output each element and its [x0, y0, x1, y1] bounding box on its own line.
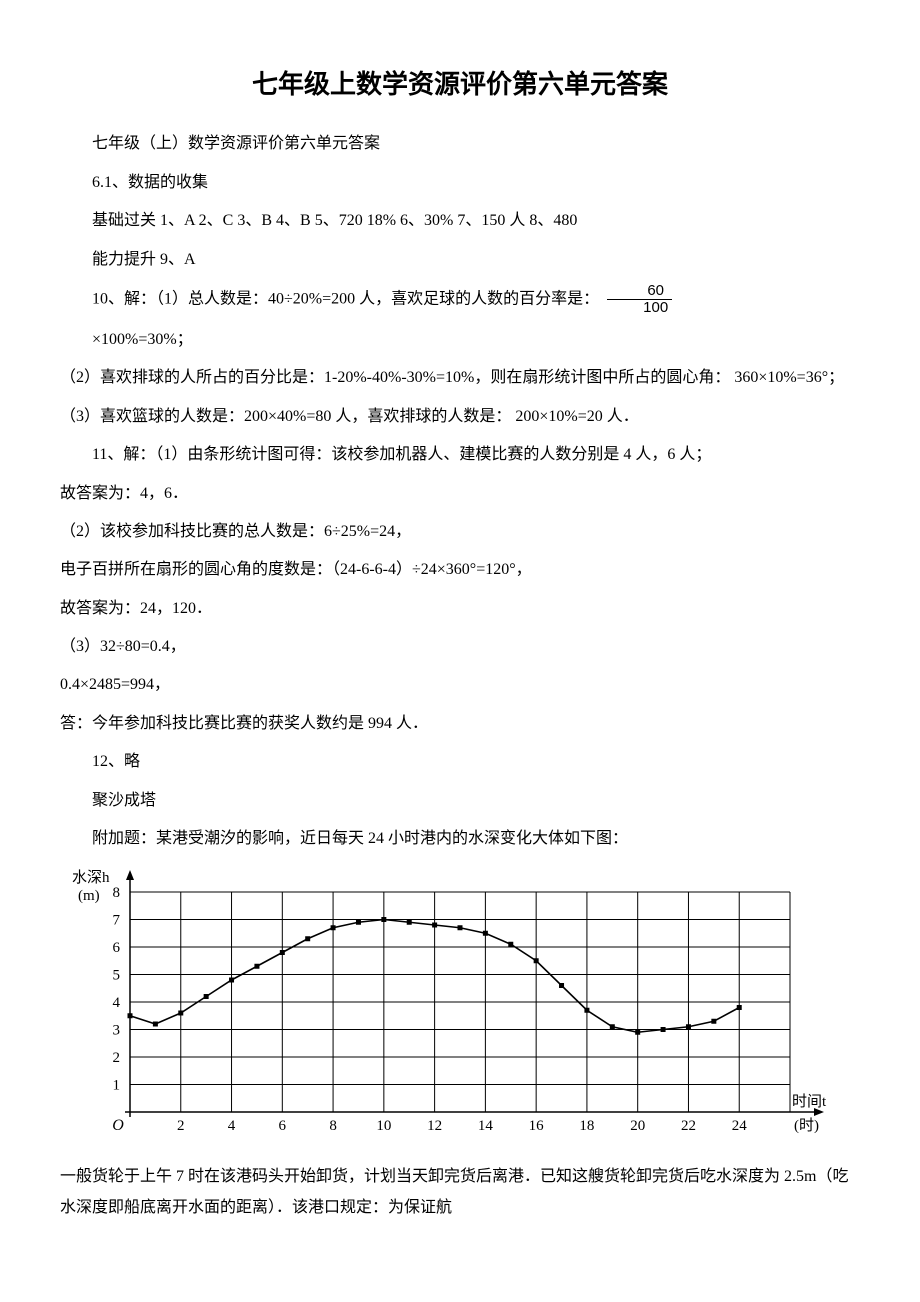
svg-text:5: 5 [113, 968, 121, 984]
svg-text:14: 14 [478, 1118, 494, 1134]
svg-text:10: 10 [376, 1118, 391, 1134]
q12: 12、略 [60, 747, 860, 777]
svg-text:12: 12 [427, 1118, 442, 1134]
svg-text:8: 8 [113, 885, 121, 901]
q11-block: 11、解：（1）由条形统计图可得：该校参加机器人、建模比赛的人数分别是 4 人，… [60, 440, 860, 739]
footer-text: 一般货轮于上午 7 时在该港码头开始卸货，计划当天卸完货后离港．已知这艘货轮卸完… [60, 1162, 860, 1223]
svg-text:2: 2 [113, 1050, 121, 1066]
svg-text:(时): (时) [794, 1117, 819, 1134]
tower-heading: 聚沙成塔 [60, 786, 860, 816]
svg-text:8: 8 [329, 1118, 337, 1134]
q11-line2: 故答案为：4，6． [60, 479, 860, 509]
q10-line2: ×100%=30%； [60, 325, 860, 355]
svg-text:20: 20 [630, 1118, 645, 1134]
svg-text:4: 4 [113, 995, 121, 1011]
q11-line4: 电子百拼所在扇形的圆心角的度数是：（24-6-6-4）÷24×360°=120°… [60, 555, 860, 585]
section-heading: 6.1、数据的收集 [60, 168, 860, 198]
svg-text:6: 6 [113, 940, 121, 956]
ability-answers: 能力提升 9、A [60, 245, 860, 275]
subtitle: 七年级（上）数学资源评价第六单元答案 [60, 129, 860, 159]
q11-line6: （3）32÷80=0.4， [60, 632, 860, 662]
page-title: 七年级上数学资源评价第六单元答案 [60, 60, 860, 109]
extra-question: 附加题：某港受潮汐的影响，近日每天 24 小时港内的水深变化大体如下图： [60, 824, 860, 854]
svg-text:6: 6 [279, 1118, 287, 1134]
q10-text-a: 10、解：（1）总人数是：40÷20%=200 人，喜欢足球的人数的百分率是： [92, 291, 599, 308]
q10-line4: （3）喜欢篮球的人数是：200×40%=80 人，喜欢排球的人数是： 200×1… [60, 402, 860, 432]
q10-line3: （2）喜欢排球的人所占的百分比是：1-20%-40%-30%=10%，则在扇形统… [60, 363, 860, 393]
svg-text:1: 1 [113, 1078, 121, 1094]
q11-line7: 0.4×2485=994， [60, 670, 860, 700]
svg-text:(m): (m) [78, 888, 100, 904]
svg-text:18: 18 [579, 1118, 594, 1134]
svg-text:24: 24 [732, 1118, 748, 1134]
basic-answers: 基础过关 1、A 2、C 3、B 4、B 5、720 18% 6、30% 7、1… [60, 206, 860, 236]
q11-line5: 故答案为：24，120． [60, 594, 860, 624]
svg-text:4: 4 [228, 1118, 236, 1134]
fraction-denominator: 100 [607, 300, 672, 317]
svg-text:3: 3 [113, 1023, 121, 1039]
svg-text:7: 7 [113, 913, 121, 929]
q10-block: ×100%=30%； （2）喜欢排球的人所占的百分比是：1-20%-40%-30… [60, 325, 860, 432]
tide-chart-svg: 1234567824681012141618202224O水深h(m)时间t(时… [60, 862, 850, 1142]
q11-line3: （2）该校参加科技比赛的总人数是：6÷25%=24， [60, 517, 860, 547]
svg-text:22: 22 [681, 1118, 696, 1134]
fraction-60-100: 60 100 [607, 283, 672, 317]
svg-text:水深h: 水深h [72, 869, 110, 886]
tide-chart: 1234567824681012141618202224O水深h(m)时间t(时… [60, 862, 860, 1142]
svg-text:16: 16 [529, 1118, 545, 1134]
svg-text:时间t: 时间t [792, 1093, 827, 1110]
fraction-numerator: 60 [607, 283, 672, 301]
q11-line1: 11、解：（1）由条形统计图可得：该校参加机器人、建模比赛的人数分别是 4 人，… [60, 440, 860, 470]
svg-text:2: 2 [177, 1118, 185, 1134]
q11-line8: 答：今年参加科技比赛比赛的获奖人数约是 994 人． [60, 709, 860, 739]
svg-text:O: O [112, 1117, 124, 1134]
q10-line1: 10、解：（1）总人数是：40÷20%=200 人，喜欢足球的人数的百分率是： … [60, 283, 860, 317]
